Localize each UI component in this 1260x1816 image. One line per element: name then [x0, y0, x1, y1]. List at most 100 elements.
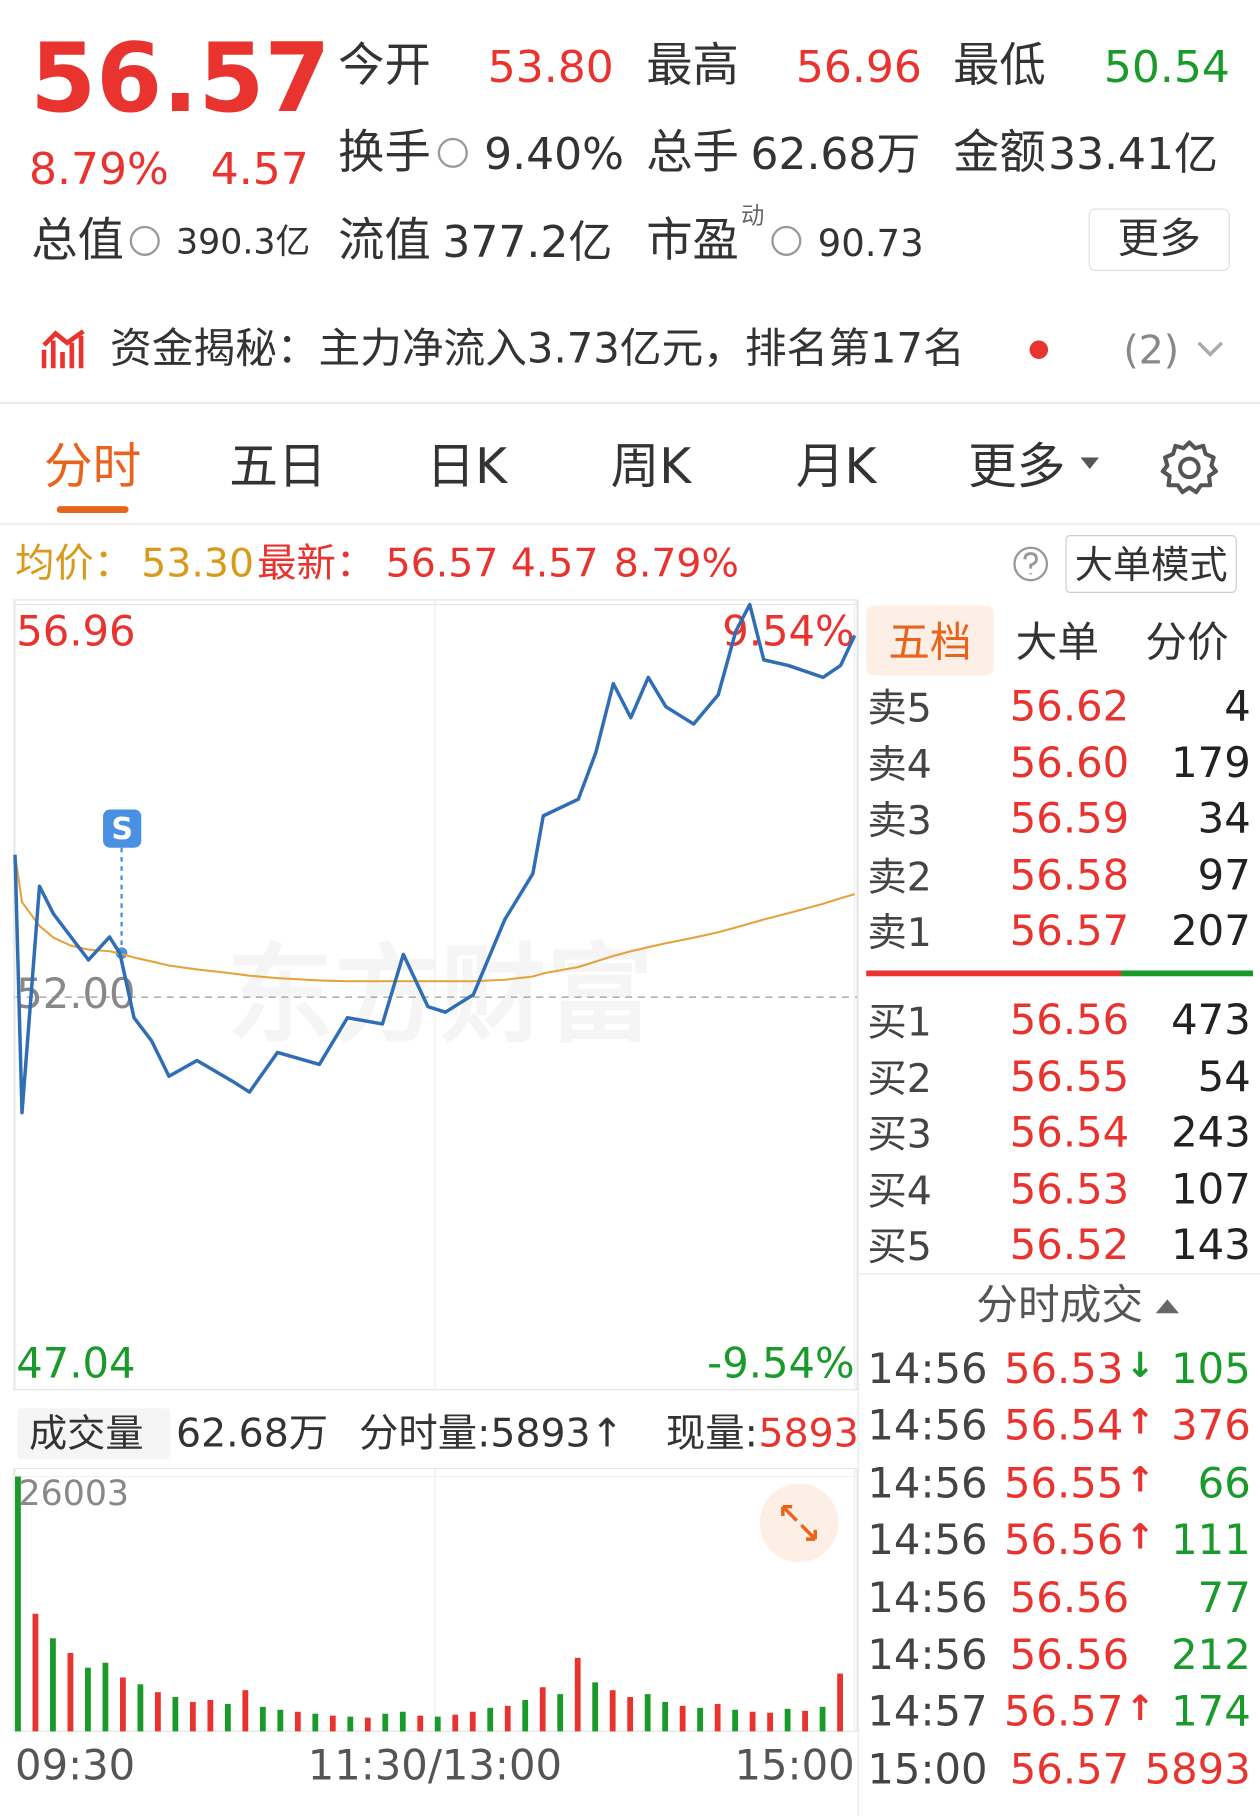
book-label: 买4	[867, 1167, 932, 1215]
stat-value: 377.2亿	[442, 216, 613, 268]
latest-value: 56.57	[385, 540, 499, 588]
trades-title[interactable]: 分时成交	[976, 1282, 1144, 1330]
trade-volume: 77	[1197, 1574, 1251, 1623]
volume-bar	[592, 1682, 599, 1732]
stat-superscript: 动	[741, 201, 765, 230]
tab[interactable]: 五日	[229, 437, 327, 495]
trade-time: 14:56	[867, 1631, 988, 1680]
tab-underline	[56, 506, 129, 514]
alert-dot	[1029, 340, 1049, 360]
tab[interactable]: 月K	[795, 437, 877, 495]
help-icon[interactable]	[1012, 545, 1049, 582]
info-icon[interactable]	[437, 137, 468, 168]
trade-price: 56.56	[1009, 1631, 1130, 1680]
y-tick-label: 52.00	[16, 969, 135, 1018]
volume-bar	[224, 1703, 231, 1732]
volume-bar	[85, 1667, 91, 1732]
book-label: 卖4	[867, 741, 932, 789]
divider	[0, 523, 1260, 525]
book-volume: 143	[1171, 1221, 1251, 1270]
book-volume: 54	[1197, 1053, 1251, 1101]
volume-bar	[837, 1673, 843, 1732]
volume-bar	[487, 1707, 494, 1732]
book-price: 56.62	[1009, 683, 1130, 731]
volume-label: 成交量	[28, 1410, 144, 1456]
trade-time: 14:56	[867, 1517, 988, 1565]
fund-flow-text[interactable]: 资金揭秘：主力净流入3.73亿元，排名第17名	[110, 325, 965, 373]
collapse-arrow[interactable]	[1155, 1299, 1179, 1314]
volume-bar	[417, 1715, 424, 1732]
stat-value: 390.3亿	[176, 222, 311, 263]
trade-time: 14:56	[867, 1574, 988, 1623]
tab[interactable]: 日K	[426, 437, 507, 495]
volume-bar	[172, 1697, 179, 1732]
volume-bar	[277, 1709, 284, 1732]
volume-bar	[102, 1662, 109, 1732]
expand-icon	[781, 1504, 818, 1541]
expand-button[interactable]	[759, 1483, 839, 1563]
mode-button[interactable]: 大单模式	[1065, 535, 1237, 593]
trade-volume: 105	[1171, 1345, 1251, 1394]
stat-value: 53.80	[487, 41, 614, 93]
chevron[interactable]	[1195, 338, 1225, 359]
book-price: 56.56	[1009, 997, 1130, 1045]
book-label: 卖2	[867, 854, 932, 901]
book-tab[interactable]: 分价	[1145, 619, 1229, 668]
volume-bar	[329, 1715, 336, 1732]
trade-time: 15:00	[867, 1746, 988, 1794]
volume-bar	[67, 1652, 74, 1732]
book-label: 买3	[867, 1111, 932, 1159]
signal-badge[interactable]	[103, 809, 142, 848]
trade-price: 56.57	[1009, 1746, 1130, 1794]
minute-volume: 分时量:5893↑	[359, 1410, 624, 1457]
bid-bar	[1121, 970, 1254, 977]
volume-bar	[784, 1708, 791, 1732]
trade-time: 14:56	[867, 1345, 988, 1394]
trade-direction: ↑	[1125, 1517, 1155, 1558]
tab[interactable]: 分时	[43, 437, 142, 495]
volume-bar	[557, 1694, 564, 1732]
book-tab[interactable]: 五档	[888, 619, 972, 668]
book-volume: 473	[1171, 997, 1251, 1045]
volume-bar	[32, 1613, 39, 1732]
avg-label: 均价：	[15, 540, 134, 588]
trade-time: 14:57	[867, 1688, 988, 1737]
stat-label: 流值	[338, 214, 431, 268]
volume-selector[interactable]	[17, 1408, 171, 1460]
y-tick-label: 26003	[19, 1474, 129, 1514]
book-price: 56.52	[1009, 1221, 1130, 1270]
volume-bar	[399, 1711, 406, 1732]
info-icon[interactable]	[771, 225, 802, 256]
latest-change-pct: 8.79%	[613, 540, 739, 588]
trade-direction: ↑	[1125, 1460, 1155, 1501]
book-label: 买1	[867, 999, 932, 1046]
trade-direction: ↑	[1125, 1402, 1155, 1444]
tab[interactable]: 周K	[610, 437, 692, 495]
volume-bar	[714, 1703, 721, 1732]
trade-price: 56.57	[1003, 1688, 1124, 1737]
signal-label: S	[111, 812, 133, 847]
latest-change: 4.57	[510, 540, 599, 588]
book-tab[interactable]: 大单	[1015, 619, 1100, 668]
book-label: 买2	[867, 1055, 932, 1102]
book-price: 56.60	[1009, 739, 1130, 787]
trade-volume: 212	[1171, 1631, 1251, 1680]
book-label: 买5	[867, 1224, 932, 1271]
volume-bar	[732, 1709, 739, 1732]
volume-bar	[137, 1684, 144, 1732]
stat-label: 今开	[338, 39, 431, 93]
trade-volume: 66	[1197, 1460, 1251, 1508]
book-price: 56.57	[1009, 907, 1130, 956]
volume-bar	[679, 1705, 686, 1732]
book-volume: 34	[1197, 795, 1251, 844]
y-tick-label: 56.96	[16, 607, 135, 656]
settings-gear[interactable]	[1160, 439, 1219, 497]
more-button[interactable]: 更多	[1088, 208, 1230, 271]
volume-bar	[697, 1707, 704, 1732]
tab[interactable]: 更多	[968, 437, 1066, 495]
trade-volume: 111	[1171, 1517, 1251, 1565]
info-icon[interactable]	[129, 225, 160, 256]
volume-bar	[452, 1714, 459, 1732]
